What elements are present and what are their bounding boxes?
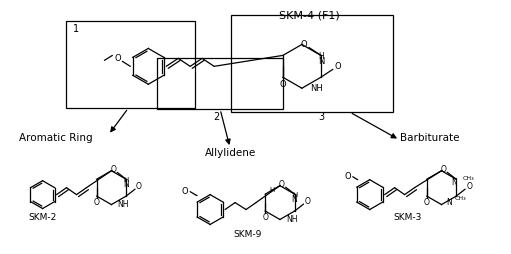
Text: O: O (94, 198, 100, 207)
Text: Aromatic Ring: Aromatic Ring (18, 133, 92, 143)
Text: CH₃: CH₃ (454, 196, 466, 201)
Text: SKM-9: SKM-9 (234, 230, 262, 239)
Text: SKM-3: SKM-3 (393, 213, 422, 222)
Text: NH: NH (118, 200, 129, 209)
Text: 2: 2 (213, 112, 219, 122)
Text: O: O (344, 172, 351, 181)
Text: H: H (124, 177, 129, 183)
Text: O: O (335, 62, 341, 71)
Text: 1: 1 (73, 24, 79, 34)
Text: O: O (280, 80, 286, 89)
Text: 3: 3 (318, 112, 324, 122)
Bar (157, 58, 283, 109)
Text: H: H (318, 52, 324, 61)
Text: O: O (110, 165, 116, 174)
Text: O: O (262, 213, 268, 222)
Text: O: O (136, 182, 142, 191)
Text: H: H (270, 187, 275, 193)
Text: O: O (182, 187, 189, 196)
Text: Barbiturate: Barbiturate (400, 133, 459, 143)
Text: Allylidene: Allylidene (204, 148, 256, 158)
Bar (65, 21, 195, 108)
Text: O: O (114, 54, 121, 63)
Text: CH₃: CH₃ (462, 176, 474, 181)
Text: O: O (305, 197, 311, 205)
Text: SKM-4 (F1): SKM-4 (F1) (280, 11, 340, 21)
Text: N: N (123, 180, 129, 189)
Text: N: N (292, 195, 297, 204)
Text: O: O (440, 165, 446, 174)
Text: H: H (292, 192, 297, 198)
Text: SKM-2: SKM-2 (29, 213, 57, 222)
Text: O: O (300, 40, 307, 49)
Text: NH: NH (286, 215, 297, 224)
Text: O: O (424, 198, 430, 207)
Text: O: O (466, 182, 472, 191)
Text: N: N (318, 57, 324, 66)
Text: NH: NH (310, 84, 322, 93)
Text: N: N (451, 178, 457, 187)
Text: O: O (278, 180, 285, 189)
Text: N: N (447, 198, 452, 207)
Bar (231, 15, 392, 112)
